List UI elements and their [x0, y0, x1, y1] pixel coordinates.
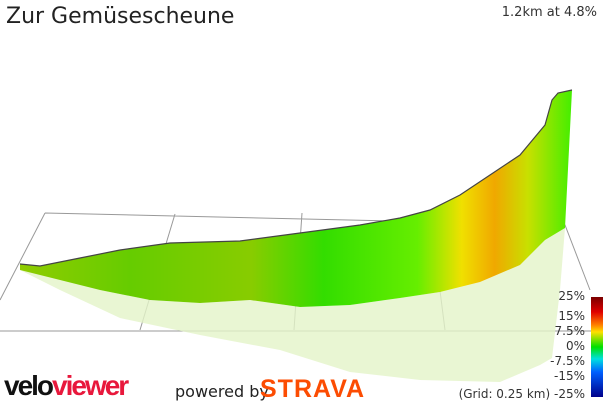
segment-stats: 1.2km at 4.8%: [501, 5, 597, 20]
logo-part: velo: [4, 370, 54, 401]
legend-label: 15%: [558, 309, 585, 323]
logo-part: viewer: [52, 370, 129, 401]
legend-label: 25%: [558, 289, 585, 303]
legend-label: 0%: [565, 339, 585, 353]
grid-note: (Grid: 0.25 km) -25%: [459, 387, 585, 401]
strava-logo[interactable]: STRAVA: [260, 375, 366, 403]
veloviewer-logo[interactable]: veloviewer: [4, 370, 129, 402]
profile-shadow: [20, 228, 565, 382]
gradient-color-scale: [591, 297, 603, 397]
profile-top-line: [19, 89, 573, 267]
segment-title: Zur Gemüsescheune: [6, 4, 235, 29]
legend-label: -7.5%: [550, 354, 585, 368]
powered-by-text: powered by: [175, 382, 269, 401]
grid-note-text: (Grid: 0.25 km): [458, 387, 551, 401]
legend-label: -25%: [553, 387, 585, 401]
profile-wall: [20, 90, 572, 307]
legend-label: -15%: [553, 369, 585, 383]
legend-label: 7.5%: [554, 324, 586, 338]
